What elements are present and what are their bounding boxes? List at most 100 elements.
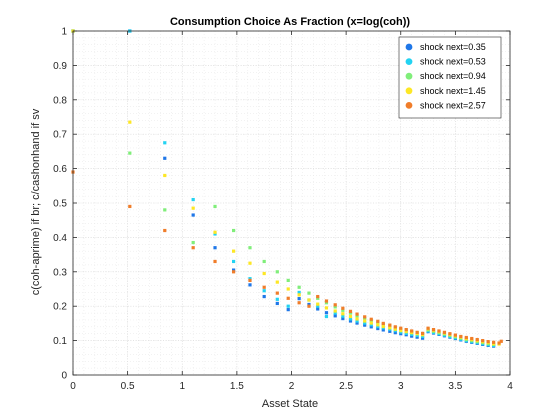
y-tick-label: 0.2 [53, 302, 67, 313]
x-tick-label: 2.5 [339, 381, 353, 392]
data-point [191, 246, 195, 250]
legend-marker [405, 102, 413, 109]
data-point [415, 330, 419, 334]
data-point [492, 340, 496, 344]
data-point [262, 259, 266, 264]
data-point [248, 278, 252, 282]
data-point [163, 173, 167, 178]
data-point [333, 305, 337, 309]
legend-marker [405, 87, 413, 95]
data-point [275, 301, 279, 306]
data-point [453, 333, 457, 337]
data-point [297, 297, 301, 301]
data-point [388, 326, 392, 330]
data-point [348, 311, 353, 315]
data-point [369, 325, 373, 329]
data-points [71, 29, 503, 348]
data-point [341, 316, 345, 321]
data-point [163, 141, 167, 145]
data-point [316, 307, 320, 311]
data-point [388, 329, 392, 333]
data-point [324, 311, 329, 315]
data-point [324, 314, 329, 319]
data-point [128, 204, 132, 209]
data-point [376, 324, 380, 329]
data-point [464, 335, 468, 340]
data-point [316, 294, 320, 299]
data-point [213, 204, 217, 209]
y-tick-label: 0.8 [53, 95, 67, 106]
data-point [333, 314, 337, 318]
data-point [410, 331, 414, 335]
data-point [448, 332, 452, 336]
data-point [341, 308, 345, 312]
data-point [307, 302, 311, 307]
x-tick-label: 4 [507, 381, 513, 392]
data-point [333, 303, 337, 307]
data-point [316, 296, 320, 300]
data-point [128, 120, 132, 124]
x-tick-label: 2 [289, 381, 295, 392]
y-tick-label: 0.1 [53, 336, 67, 347]
data-point [341, 312, 345, 316]
data-point [348, 317, 353, 321]
x-tick-label: 0.5 [121, 381, 135, 392]
legend-label: shock next=2.57 [420, 100, 486, 110]
data-point [410, 329, 414, 333]
y-tick-label: 0.7 [53, 130, 67, 141]
data-point [275, 280, 279, 284]
data-point [393, 327, 397, 331]
legend-marker [405, 43, 413, 51]
data-point [369, 317, 373, 321]
x-tick-label: 3 [398, 381, 404, 392]
data-point [355, 319, 359, 323]
data-point [324, 306, 329, 310]
data-point [421, 334, 425, 339]
y-tick-label: 0.3 [53, 267, 67, 278]
data-point [231, 270, 236, 274]
data-point [410, 334, 414, 338]
data-point [376, 323, 380, 327]
data-point [333, 309, 337, 313]
data-point [486, 340, 490, 344]
data-point [191, 206, 195, 210]
data-point [297, 290, 301, 295]
data-point [213, 259, 217, 264]
data-point [307, 291, 311, 295]
legend-label: shock next=0.94 [420, 71, 486, 81]
data-point [415, 335, 419, 339]
data-point [421, 336, 425, 340]
data-point [163, 208, 167, 212]
legend-box [398, 36, 502, 119]
x-tick-label: 3.5 [448, 381, 462, 392]
data-point [442, 330, 447, 334]
y-axis-ticks: 0 0.1 0.2 0.3 0.4 0.5 0.6 0.7 0.8 0.9 1 [53, 27, 510, 382]
y-tick-label: 0.4 [53, 233, 67, 244]
data-point [191, 213, 195, 217]
data-point [381, 324, 385, 329]
data-point [286, 287, 290, 291]
data-point [262, 289, 266, 293]
data-point [248, 283, 252, 287]
x-tick-label: 1.5 [230, 381, 244, 392]
y-tick-label: 0 [61, 371, 67, 382]
data-point [324, 301, 329, 305]
data-point [297, 293, 301, 297]
data-point [262, 271, 266, 276]
data-point [231, 228, 236, 233]
legend-marker [405, 72, 413, 80]
data-point [475, 337, 479, 342]
data-point [341, 306, 345, 310]
data-point [481, 339, 485, 343]
data-point [388, 323, 392, 327]
data-point [128, 151, 132, 155]
data-point [248, 246, 252, 250]
y-tick-label: 0.6 [53, 164, 67, 175]
data-point [376, 326, 380, 331]
x-tick-label: 1 [179, 381, 185, 392]
y-tick-label: 1 [61, 27, 67, 38]
data-point [324, 299, 329, 303]
data-point [262, 285, 266, 289]
data-point [213, 232, 217, 236]
